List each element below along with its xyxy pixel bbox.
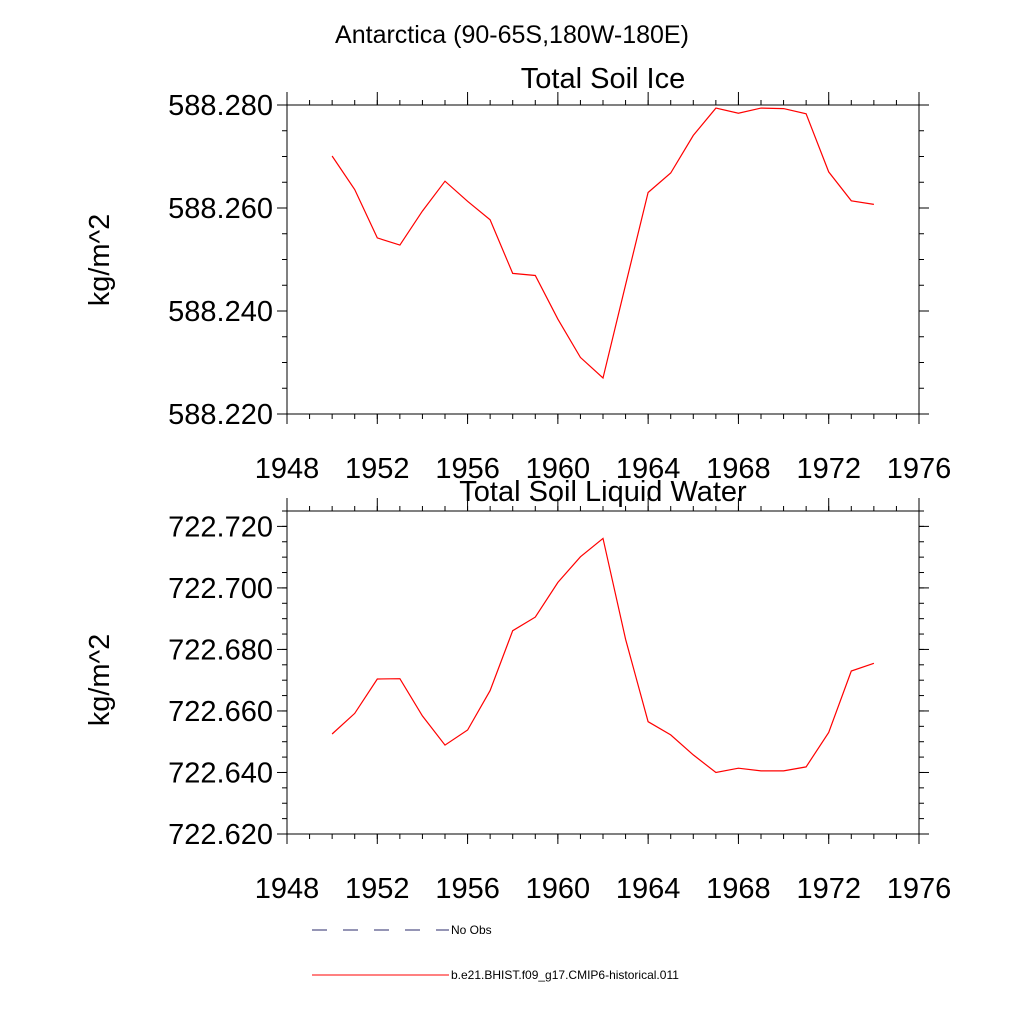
y-tick-label: 588.220 [168, 399, 273, 431]
chart-panel-1: Total Soil Ice kg/m^2 588.220 588.240 588.26… [84, 63, 951, 485]
chart-panel-2: Total Soil Liquid Water kg/m^2 722.620 722.… [84, 476, 951, 905]
y-axis-label: kg/m^2 [84, 634, 116, 727]
x-tick-label: 1976 [887, 873, 952, 905]
y-tick-label: 722.660 [168, 696, 273, 728]
x-tick-label: 1960 [526, 873, 591, 905]
y-tick-label: 722.700 [168, 573, 273, 605]
x-tick-label: 1956 [435, 453, 500, 485]
x-tick-label: 1948 [255, 873, 320, 905]
y-tick-label: 722.720 [168, 511, 273, 543]
x-tick-label: 1968 [706, 873, 771, 905]
x-tick-label: 1968 [706, 453, 771, 485]
series-line [331, 107, 874, 380]
chart-title: Total Soil Liquid Water [459, 476, 747, 508]
x-tick-label: 1960 [526, 453, 591, 485]
x-tick-label: 1948 [255, 453, 320, 485]
figure-title: Antarctica (90-65S,180W-180E) [335, 21, 689, 49]
x-tick-label: 1976 [887, 453, 952, 485]
chart-legend: No Obs b.e21.BHIST.f09_g17.CMIP6-historic… [312, 923, 679, 982]
legend-label-1: No Obs [451, 923, 492, 937]
y-axis-label: kg/m^2 [84, 214, 116, 307]
y-tick-label: 722.640 [168, 757, 273, 789]
x-tick-label: 1952 [345, 453, 410, 485]
x-tick-label: 1956 [435, 873, 500, 905]
x-tick-label: 1952 [345, 873, 410, 905]
y-tick-label: 722.620 [168, 819, 273, 851]
series-line [331, 537, 875, 774]
x-tick-label: 1964 [616, 873, 681, 905]
chart-title: Total Soil Ice [521, 63, 685, 95]
x-tick-label: 1964 [616, 453, 681, 485]
legend-label-2: b.e21.BHIST.f09_g17.CMIP6-historical.011 [451, 968, 679, 982]
y-tick-label: 588.240 [168, 296, 273, 328]
x-tick-label: 1972 [796, 453, 861, 485]
y-tick-label: 588.260 [168, 193, 273, 225]
chart-panels: Total Soil Ice kg/m^2 588.220 588.240 588.26… [84, 63, 951, 905]
y-tick-label: 722.680 [168, 634, 273, 666]
x-tick-label: 1972 [796, 873, 861, 905]
plot-frame [286, 104, 920, 415]
y-tick-label: 588.280 [168, 90, 273, 122]
plot-frame [286, 510, 920, 835]
